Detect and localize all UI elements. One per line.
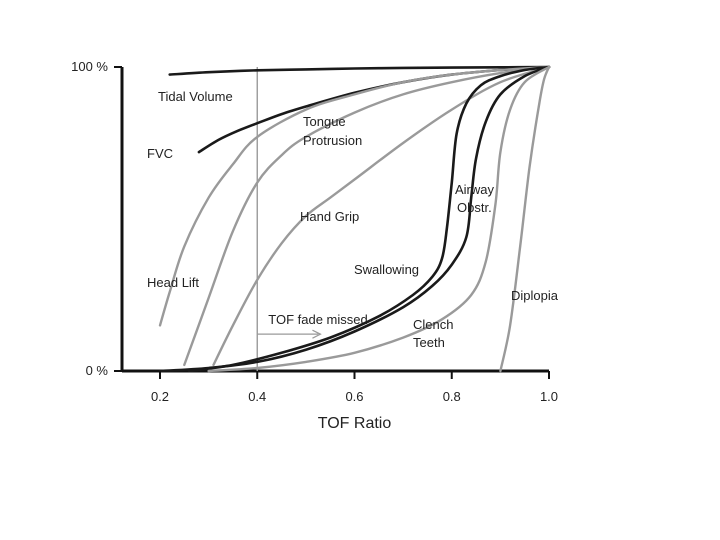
- x-axis-title: TOF Ratio: [318, 415, 392, 432]
- curve-airway-obstr: [158, 65, 551, 373]
- x-tick-label: 0.6: [345, 389, 363, 404]
- x-tick-label: 0.2: [151, 389, 169, 404]
- curve-label-hand-grip: Hand Grip: [300, 209, 359, 224]
- annotation-tof-fade-missed: TOF fade missed: [268, 312, 367, 327]
- curve-label-obstr: Obstr.: [457, 200, 492, 215]
- curve-label-tongue: Tongue: [303, 114, 346, 129]
- curve-head-lift: [158, 65, 551, 327]
- curve-label-clench: Clench: [413, 317, 453, 332]
- curves: [158, 65, 551, 373]
- annotation-arrow-head: [312, 329, 322, 339]
- reference-line-group: TOF fade missed: [256, 67, 368, 371]
- tick-labels: 0 % 100 % 0.2 0.4 0.6 0.8 1.0: [71, 59, 558, 404]
- curve-diplopia: [499, 65, 551, 373]
- curve-label-teeth: Teeth: [413, 335, 445, 350]
- x-tick-label: 1.0: [540, 389, 558, 404]
- curve-label-tidal-volume: Tidal Volume: [158, 89, 233, 104]
- curve-swallowing: [187, 65, 551, 373]
- curve-label-diplopia: Diplopia: [511, 288, 559, 303]
- curve-fvc: [197, 65, 551, 154]
- curve-hand-grip: [212, 65, 551, 367]
- curve-label-airway: Airway: [455, 182, 495, 197]
- curve-tongue-protrusion: [183, 65, 551, 367]
- curve-label-protrusion: Protrusion: [303, 133, 362, 148]
- curve-labels: Tidal Volume FVC Tongue Protrusion Hand Grip…: [147, 89, 559, 350]
- curve-clench-teeth: [207, 65, 551, 373]
- x-tick-label: 0.8: [443, 389, 461, 404]
- y-tick-label: 0 %: [86, 363, 109, 378]
- curve-label-fvc: FVC: [147, 146, 173, 161]
- curve-tidal-volume: [168, 65, 551, 76]
- curve-label-swallowing: Swallowing: [354, 262, 419, 277]
- y-tick-label: 100 %: [71, 59, 108, 74]
- x-tick-label: 0.4: [248, 389, 266, 404]
- curve-label-head-lift: Head Lift: [147, 275, 199, 290]
